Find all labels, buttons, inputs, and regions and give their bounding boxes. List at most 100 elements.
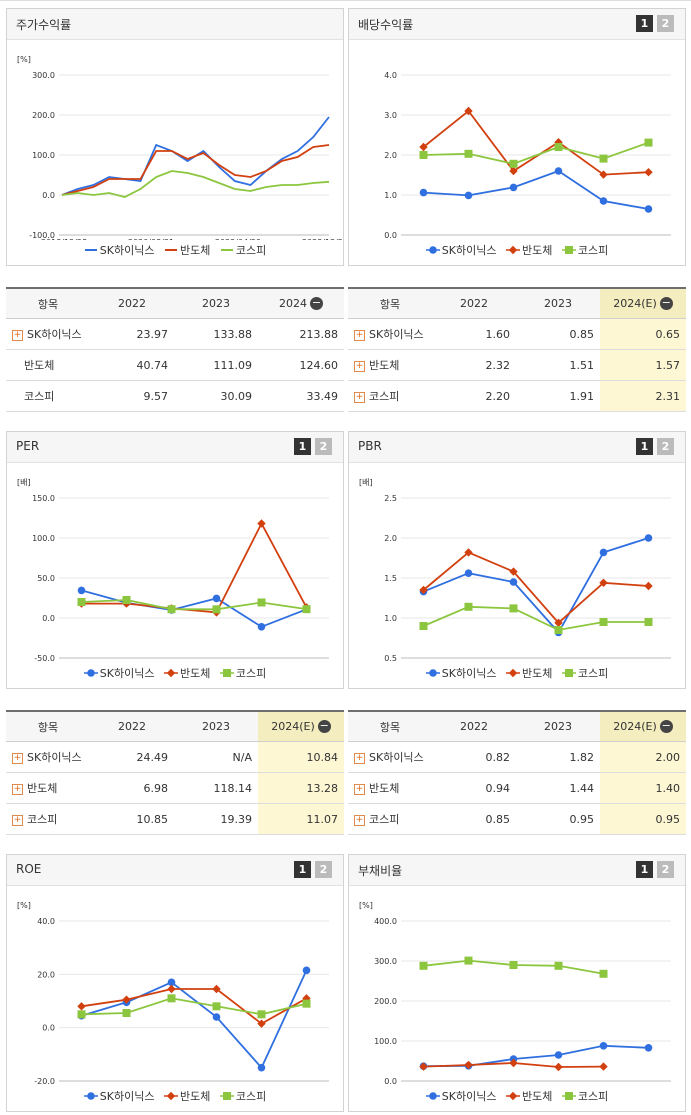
data-point-semi[interactable] — [599, 1062, 608, 1071]
legend-marker-glyph[interactable] — [428, 1091, 437, 1100]
data-point-sk[interactable] — [167, 978, 176, 987]
page-2-button[interactable]: 2 — [657, 438, 674, 455]
data-point-semi[interactable] — [419, 1062, 428, 1071]
data-point-kospi[interactable] — [212, 1002, 221, 1011]
expand-plus-icon[interactable]: + — [354, 783, 365, 795]
data-point-kospi[interactable] — [302, 999, 311, 1008]
data-point-sk[interactable] — [644, 534, 653, 542]
data-point-kospi[interactable] — [509, 961, 518, 969]
data-point-semi[interactable] — [167, 984, 176, 994]
expand-plus-icon[interactable]: + — [354, 329, 365, 341]
data-point-kospi[interactable] — [419, 151, 428, 159]
page-1-button[interactable]: 1 — [636, 438, 653, 455]
legend-item-kospi[interactable]: 코스피 — [561, 665, 608, 681]
data-point-semi[interactable] — [419, 585, 428, 595]
data-point-sk[interactable] — [599, 197, 608, 205]
data-point-kospi[interactable] — [302, 605, 311, 614]
data-point-semi[interactable] — [599, 170, 608, 179]
data-point-sk[interactable] — [419, 188, 428, 197]
data-point-semi[interactable] — [509, 1058, 518, 1068]
legend-marker-glyph[interactable] — [564, 668, 573, 677]
expand-plus-icon[interactable]: + — [12, 814, 23, 826]
legend-item-semi[interactable]: 반도체 — [505, 242, 552, 258]
legend-marker-glyph[interactable] — [428, 245, 437, 254]
data-point-sk[interactable] — [599, 548, 608, 557]
expand-plus-icon[interactable]: + — [354, 814, 365, 826]
collapse-minus-icon[interactable]: − — [310, 296, 323, 311]
legend-marker-glyph[interactable] — [86, 1091, 95, 1100]
data-point-sk[interactable] — [509, 578, 518, 586]
data-point-sk[interactable] — [212, 1013, 221, 1021]
legend-item-sk[interactable]: SK하이닉스 — [84, 242, 154, 258]
expand-plus-icon[interactable]: + — [354, 752, 365, 764]
data-point-kospi[interactable] — [122, 1009, 131, 1017]
data-point-sk[interactable] — [257, 1063, 266, 1072]
page-1-button[interactable]: 1 — [294, 861, 311, 878]
data-point-kospi[interactable] — [419, 961, 428, 970]
data-point-kospi[interactable] — [554, 961, 563, 970]
collapse-minus-icon[interactable]: − — [317, 719, 331, 734]
legend-item-semi[interactable]: 반도체 — [505, 1088, 552, 1104]
data-point-kospi[interactable] — [257, 1010, 266, 1019]
data-point-kospi[interactable] — [212, 605, 221, 614]
data-point-kospi[interactable] — [644, 138, 653, 147]
data-point-kospi[interactable] — [419, 622, 428, 630]
page-1-button[interactable]: 1 — [636, 15, 653, 32]
legend-item-kospi[interactable]: 코스피 — [219, 665, 266, 681]
data-point-kospi[interactable] — [509, 159, 518, 168]
page-2-button[interactable]: 2 — [657, 15, 674, 32]
data-point-semi[interactable] — [554, 138, 563, 147]
legend-marker-glyph[interactable] — [508, 1091, 518, 1100]
legend-marker-glyph[interactable] — [222, 1091, 231, 1100]
data-point-sk[interactable] — [464, 569, 473, 577]
expand-plus-icon[interactable]: + — [354, 360, 365, 372]
data-point-semi[interactable] — [644, 581, 653, 591]
data-point-kospi[interactable] — [599, 154, 608, 163]
page-1-button[interactable]: 1 — [636, 861, 653, 878]
legend-item-sk[interactable]: SK하이닉스 — [425, 1088, 496, 1104]
data-point-kospi[interactable] — [554, 143, 563, 151]
data-point-kospi[interactable] — [122, 596, 131, 604]
data-point-kospi[interactable] — [464, 956, 473, 965]
data-point-sk[interactable] — [644, 205, 653, 213]
data-point-kospi[interactable] — [167, 605, 176, 614]
data-point-sk[interactable] — [644, 1044, 653, 1052]
data-point-semi[interactable] — [212, 984, 221, 994]
expand-plus-icon[interactable]: + — [12, 752, 23, 764]
data-point-kospi[interactable] — [599, 969, 608, 978]
data-point-semi[interactable] — [554, 1062, 563, 1072]
data-point-kospi[interactable] — [167, 994, 176, 1003]
legend-item-sk[interactable]: SK하이닉스 — [83, 665, 154, 681]
legend-marker-glyph[interactable] — [222, 668, 231, 677]
data-point-sk[interactable] — [464, 191, 473, 200]
data-point-sk[interactable] — [599, 1042, 608, 1050]
data-point-semi[interactable] — [77, 1002, 86, 1011]
legend-item-semi[interactable]: 반도체 — [163, 665, 210, 681]
page-2-button[interactable]: 2 — [315, 861, 332, 878]
legend-item-sk[interactable]: SK하이닉스 — [425, 242, 496, 258]
data-point-kospi[interactable] — [77, 598, 86, 606]
legend-marker-glyph[interactable] — [564, 245, 573, 254]
legend-item-sk[interactable]: SK하이닉스 — [83, 1088, 154, 1104]
page-2-button[interactable]: 2 — [657, 861, 674, 878]
page-1-button[interactable]: 1 — [294, 438, 311, 455]
data-point-kospi[interactable] — [554, 626, 563, 634]
legend-item-kospi[interactable]: 코스피 — [220, 242, 266, 258]
data-point-kospi[interactable] — [464, 602, 473, 611]
legend-marker-glyph[interactable] — [508, 668, 518, 677]
data-point-sk[interactable] — [554, 167, 563, 175]
data-point-kospi[interactable] — [77, 1010, 86, 1019]
expand-plus-icon[interactable]: + — [354, 391, 365, 403]
data-point-semi[interactable] — [464, 1060, 473, 1070]
collapse-minus-icon[interactable]: − — [659, 296, 673, 311]
legend-marker-glyph[interactable] — [166, 1091, 176, 1100]
collapse-minus-icon[interactable]: − — [659, 719, 673, 734]
legend-item-semi[interactable]: 반도체 — [505, 665, 552, 681]
legend-item-kospi[interactable]: 코스피 — [219, 1088, 266, 1104]
data-point-semi[interactable] — [464, 106, 473, 116]
data-point-semi[interactable] — [257, 519, 266, 528]
data-point-semi[interactable] — [419, 142, 428, 152]
legend-marker-glyph[interactable] — [428, 668, 437, 677]
data-point-semi[interactable] — [599, 578, 608, 587]
legend-marker-glyph[interactable] — [508, 245, 518, 254]
